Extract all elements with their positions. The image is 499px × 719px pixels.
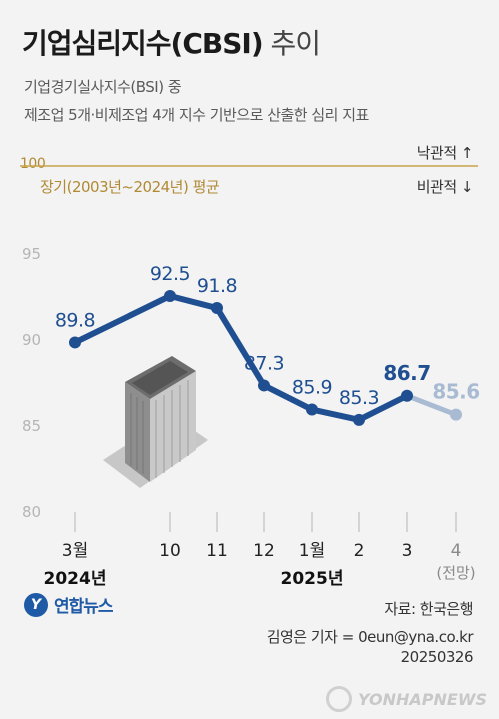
x-tick-label: 3월	[62, 541, 88, 561]
watermark-text: YONHAPNEWS	[358, 689, 487, 709]
data-label: 91.8	[197, 275, 237, 297]
x-tick-label: 11	[206, 541, 228, 561]
x-secondary-label: (전망)	[436, 564, 475, 582]
data-label: 85.9	[292, 377, 332, 399]
year-label: 2025년	[281, 569, 344, 589]
yonhap-logo-icon: Y	[24, 592, 48, 617]
x-tick-label: 10	[159, 541, 181, 561]
forecast-series-line	[406, 393, 457, 418]
data-point	[401, 389, 413, 402]
x-tick-label: 3	[402, 541, 413, 561]
reporter-text: 김영은 기자 = 0eun@yna.co.kr	[266, 628, 474, 646]
y-tick-label: 95	[22, 245, 41, 263]
reference-value-label: 100	[20, 156, 46, 172]
y-axis: 80 85 90 95	[22, 245, 41, 521]
data-label: 85.3	[339, 387, 379, 409]
pessimistic-label: 비관적 ↓	[416, 178, 474, 196]
forecast-data-point	[450, 408, 462, 421]
source-text: 자료: 한국은행	[384, 600, 473, 618]
y-tick-label: 80	[22, 503, 41, 521]
longterm-average-label: 장기(2003년~2024년) 평균	[40, 178, 220, 196]
x-axis: 3월 10 11 12 1월 2 3 4 (전망) 2024년 2025년	[44, 512, 476, 589]
y-tick-label: 85	[22, 417, 41, 435]
data-label: 87.3	[244, 352, 284, 374]
watermark: YONHAPNEWS	[326, 686, 487, 712]
data-point	[353, 413, 365, 426]
title-main: 기업심리지수(CBSI)	[22, 27, 264, 60]
x-tick-label: 1월	[299, 541, 325, 561]
optimistic-label: 낙관적 ↑	[416, 144, 474, 162]
chart-title: 기업심리지수(CBSI) 추이	[22, 22, 322, 62]
data-point	[69, 336, 81, 349]
yonhap-logo: Y 연합뉴스	[24, 592, 114, 617]
logo-text: 연합뉴스	[54, 597, 114, 617]
title-light: 추이	[262, 27, 322, 60]
data-point	[164, 290, 176, 302]
watermark-icon	[326, 686, 352, 712]
subtitle-line-2: 제조업 5개·비제조업 4개 지수 기반으로 산출한 심리 지표	[24, 106, 369, 124]
date-text: 20250326	[400, 648, 474, 666]
data-label: 92.5	[150, 263, 190, 285]
data-point	[306, 403, 318, 416]
y-tick-label: 90	[22, 331, 41, 349]
data-point	[211, 302, 223, 315]
x-tick-label: 12	[253, 541, 275, 561]
data-label: 85.6	[432, 380, 479, 404]
data-label: 89.8	[55, 309, 95, 331]
x-tick-label: 2	[354, 541, 365, 561]
subtitle-line-1: 기업경기실사지수(BSI) 중	[24, 78, 182, 96]
x-tick-label: 4	[451, 541, 462, 561]
year-label: 2024년	[44, 569, 107, 589]
series-layer: 89.8 92.5 91.8 87.3 85.9 85.386.785.6	[55, 263, 480, 426]
data-point	[258, 379, 270, 392]
building-illustration	[103, 356, 208, 488]
data-label: 86.7	[383, 361, 430, 385]
